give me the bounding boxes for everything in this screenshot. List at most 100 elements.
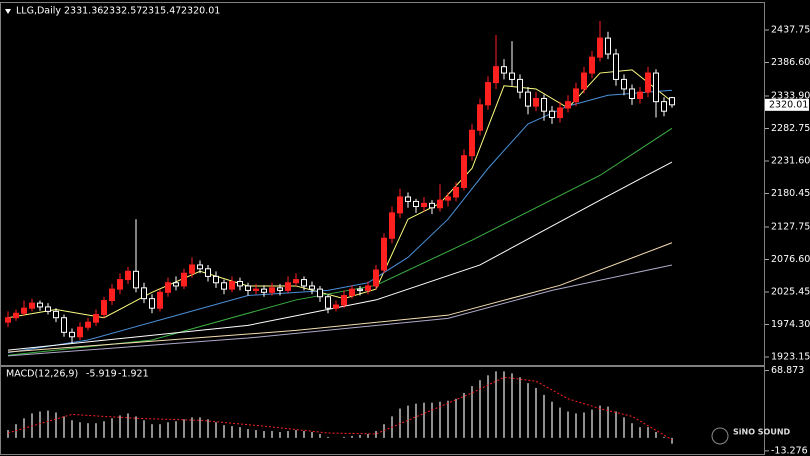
candle-body	[69, 331, 75, 338]
candle-body	[93, 314, 99, 323]
candle-body	[637, 91, 643, 99]
y-tick-label: 2025.45	[771, 287, 810, 298]
candle-body	[173, 282, 179, 287]
candle-body	[101, 300, 107, 316]
y-tick-label: 2437.75	[771, 25, 810, 36]
candle-body	[661, 101, 667, 112]
macd-value: -5.919	[86, 369, 117, 380]
y-tick-label: 1974.30	[771, 319, 810, 330]
candle-body	[309, 285, 315, 290]
candle-body	[429, 202, 435, 209]
candle-body	[213, 275, 219, 284]
candle-body	[597, 37, 603, 58]
candle-body	[509, 72, 515, 80]
candle-body	[5, 317, 11, 323]
y-tick-label: -13.276	[771, 445, 808, 456]
candle-body	[541, 97, 547, 112]
candle-body	[565, 101, 571, 109]
y-tick-label: 1923.15	[771, 352, 810, 363]
candle-body	[517, 78, 523, 93]
candle-body	[525, 91, 531, 107]
candle-body	[573, 88, 579, 103]
candle-body	[325, 296, 331, 309]
candle-body	[245, 285, 251, 291]
ohlc-open: 2331.36	[64, 6, 103, 17]
candle-body	[117, 279, 123, 290]
candle-body	[301, 279, 307, 287]
candle-body	[413, 200, 419, 208]
candle-body	[605, 37, 611, 55]
candle-body	[13, 312, 19, 319]
candle-body	[645, 72, 651, 93]
price-tag-box	[765, 98, 809, 111]
candle-body	[165, 282, 171, 293]
candle-body	[37, 302, 43, 308]
candle-body	[125, 270, 131, 281]
candle-body	[253, 288, 259, 291]
y-tick-label: 2127.75	[771, 222, 810, 233]
signal-value: -1.921	[118, 369, 149, 380]
candle-body	[61, 317, 67, 333]
candle-body	[229, 280, 235, 290]
moving-average	[7, 242, 673, 353]
candle-body	[277, 287, 283, 291]
y-tick-label: 2076.60	[771, 254, 810, 265]
ohlc-close: 2320.01	[181, 6, 220, 17]
candle-body	[261, 288, 267, 293]
candle-body	[653, 72, 659, 103]
candle-body	[373, 269, 379, 287]
price-panel	[0, 2, 765, 366]
y-tick-label: 2180.45	[771, 188, 810, 199]
candle-body	[197, 264, 203, 270]
candle-body	[589, 56, 595, 74]
candle-body	[485, 82, 491, 106]
candle-body	[621, 78, 627, 90]
candle-body	[293, 279, 299, 284]
candle-body	[613, 53, 619, 80]
candle-body	[397, 196, 403, 214]
candle-body	[109, 288, 115, 302]
y-tick-label: 2282.75	[771, 123, 810, 134]
ohlc-low: 2315.47	[142, 6, 181, 17]
candle-body	[221, 282, 227, 290]
macd-title: MACD(12,26,9)	[6, 369, 78, 380]
candle-body	[285, 282, 291, 291]
candle-body	[45, 306, 51, 312]
candle-body	[501, 66, 507, 74]
moving-average	[7, 127, 673, 356]
candle-body	[445, 196, 451, 201]
candle-body	[157, 291, 163, 309]
chart-title: LLG,Daily	[16, 6, 61, 17]
moving-average	[7, 161, 673, 351]
candle-body	[317, 288, 323, 298]
candle-body	[237, 280, 243, 287]
candle-body	[421, 202, 427, 208]
candle-body	[629, 88, 635, 99]
candle-body	[85, 321, 91, 328]
candle-body	[381, 237, 387, 271]
candle-body	[557, 107, 563, 119]
logo-icon	[711, 427, 729, 445]
current-price: 2320.01	[769, 99, 808, 110]
y-tick-label: 2231.60	[771, 156, 810, 167]
candle-body	[333, 304, 339, 309]
y-tick-label: 2333.90	[771, 91, 810, 102]
candle-body	[149, 298, 155, 309]
candle-body	[533, 97, 539, 107]
candle-body	[181, 272, 187, 287]
ohlc-high: 2332.57	[103, 6, 142, 17]
menu-arrow	[5, 9, 11, 14]
candle-body	[189, 264, 195, 274]
moving-average	[7, 264, 673, 357]
candle-body	[141, 287, 147, 300]
y-tick-label: 68.873	[771, 365, 804, 376]
candle-body	[669, 97, 675, 106]
candle-body	[461, 155, 467, 188]
candle-body	[269, 287, 275, 293]
candle-body	[453, 186, 459, 198]
candle-body	[29, 302, 35, 309]
candle-body	[357, 288, 363, 291]
candle-body	[389, 212, 395, 239]
candle-body	[469, 129, 475, 157]
